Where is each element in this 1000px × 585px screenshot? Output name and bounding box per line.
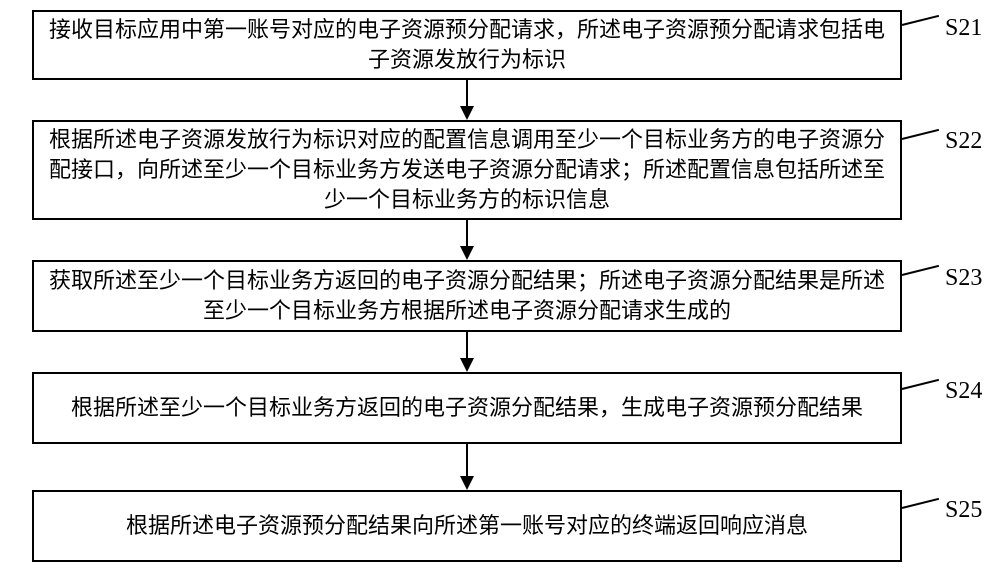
leader-line-s22 [902,129,939,140]
leader-line-s23 [902,265,939,276]
step-box-s22: 根据所述电子资源发放行为标识对应的配置信息调用至少一个目标业务方的电子资源分配接… [32,120,902,220]
arrow-s21-s22 [467,80,468,120]
leader-line-s24 [902,379,939,390]
step-label-s21: S21 [945,15,982,42]
step-text-s23: 获取所述至少一个目标业务方返回的电子资源分配结果；所述电子资源分配结果是所述至少… [44,266,890,325]
step-box-s21: 接收目标应用中第一账号对应的电子资源预分配请求，所述电子资源预分配请求包括电子资… [32,10,902,80]
step-box-s24: 根据所述至少一个目标业务方返回的电子资源分配结果，生成电子资源预分配结果 [32,372,902,444]
leader-line-s25 [902,498,939,509]
step-label-s25: S25 [945,497,982,524]
flowchart-canvas: 接收目标应用中第一账号对应的电子资源预分配请求，所述电子资源预分配请求包括电子资… [0,0,1000,585]
step-text-s24: 根据所述至少一个目标业务方返回的电子资源分配结果，生成电子资源预分配结果 [44,393,890,423]
step-text-s22: 根据所述电子资源发放行为标识对应的配置信息调用至少一个目标业务方的电子资源分配接… [44,125,890,214]
arrow-s24-s25 [467,444,468,490]
step-label-s22: S22 [945,128,982,155]
step-label-s23: S23 [945,265,982,292]
step-text-s25: 根据所述电子资源预分配结果向所述第一账号对应的终端返回响应消息 [44,511,890,541]
step-box-s25: 根据所述电子资源预分配结果向所述第一账号对应的终端返回响应消息 [32,490,902,562]
step-label-s24: S24 [945,378,982,405]
arrow-s23-s24 [467,332,468,372]
step-box-s23: 获取所述至少一个目标业务方返回的电子资源分配结果；所述电子资源分配结果是所述至少… [32,260,902,332]
leader-line-s21 [902,15,939,26]
arrow-s22-s23 [467,220,468,260]
step-text-s21: 接收目标应用中第一账号对应的电子资源预分配请求，所述电子资源预分配请求包括电子资… [44,15,890,74]
